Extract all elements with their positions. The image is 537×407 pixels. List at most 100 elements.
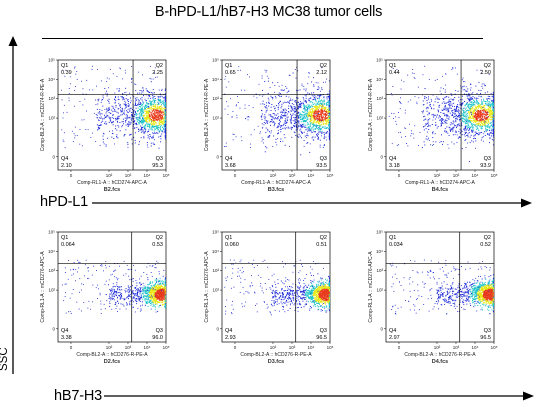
- sample-name: B3.fcs: [268, 187, 285, 193]
- quadrant-q2-name: Q2: [156, 235, 163, 241]
- x-tick-label: 10²: [434, 345, 441, 350]
- quadrant-q1-name: Q1: [61, 63, 68, 69]
- y-tick-label: 10⁵: [376, 58, 383, 63]
- quadrant-q3-value: 96.5: [316, 335, 327, 341]
- x-tick-label: 10⁴: [144, 173, 151, 178]
- y-tick-label: 10²: [212, 288, 219, 293]
- x-tick-label: 10³: [289, 345, 296, 350]
- quadrant-q3-value: 96.5: [480, 335, 491, 341]
- y-axis-label: Comp-RL1-A :: mCD276-APC-A: [40, 251, 46, 323]
- x-tick-label: 10³: [289, 173, 296, 178]
- plot-frame: [57, 231, 167, 343]
- x-tick-label: 10³: [125, 345, 132, 350]
- x-tick-label: 10³: [453, 345, 460, 350]
- hpdl1-axis-arrow: [92, 198, 532, 208]
- y-tick-label: 10³: [212, 268, 219, 273]
- y-tick-label: 10³: [48, 96, 55, 101]
- y-tick-label: 10⁵: [376, 230, 383, 235]
- y-tick-label: 0: [216, 326, 219, 331]
- quadrant-q2-value: 2.12: [316, 70, 327, 76]
- x-tick-label: 10²: [434, 173, 441, 178]
- quadrant-q3-value: 96.0: [152, 335, 163, 341]
- y-tick-label: 10⁴: [48, 77, 55, 82]
- x-tick-label: 10⁴: [308, 173, 315, 178]
- quadrant-q1-value: 0.44: [389, 70, 400, 76]
- quadrant-q1-name: Q1: [225, 235, 232, 241]
- quadrant-q4-value: 2.97: [389, 335, 400, 341]
- ssc-label: SSC: [0, 347, 10, 371]
- x-tick-label: 10⁴: [144, 345, 151, 350]
- x-axis-label: Comp-RL1-A :: hCD274-APC-A: [77, 180, 147, 186]
- event-dots: [224, 259, 330, 316]
- x-tick-label: 10⁵: [491, 345, 498, 350]
- y-tick-label: 0: [52, 326, 55, 331]
- x-tick-label: 10⁵: [163, 345, 170, 350]
- quadrant-q1-value: 0.060: [225, 242, 239, 248]
- row-label-hb7h3: hB7-H3: [54, 388, 102, 404]
- y-axis-label: Comp-RL1-A :: mCD276-APC-A: [368, 251, 374, 323]
- event-dots: [389, 259, 494, 315]
- sample-name: D2.fcs: [104, 359, 121, 365]
- x-tick-label: 10²: [106, 173, 113, 178]
- sample-name: D3.fcs: [268, 359, 285, 365]
- y-tick-label: 0: [52, 154, 55, 159]
- quadrant-q4-name: Q4: [225, 328, 232, 334]
- x-tick-label: 10⁵: [327, 345, 334, 350]
- quadrant-q2-value: 2.50: [480, 70, 491, 76]
- quadrant-q4-name: Q4: [225, 156, 232, 162]
- quadrant-q2-value: 0.53: [152, 242, 163, 248]
- quadrant-q3-value: 95.3: [152, 163, 163, 169]
- x-axis-label: Comp-BL2-A :: hCD276-R-PE-A: [76, 352, 148, 358]
- sample-name: D4.fcs: [432, 359, 449, 365]
- quadrant-q2-name: Q2: [320, 63, 327, 69]
- x-tick-label: 10²: [270, 345, 277, 350]
- y-tick-label: 10³: [376, 96, 383, 101]
- quadrant-q2-value: 2.25: [152, 70, 163, 76]
- quadrant-q3-name: Q3: [484, 328, 491, 334]
- quadrant-q1-value: 0.65: [225, 70, 236, 76]
- event-dots: [388, 65, 494, 163]
- x-tick-label: 0: [70, 173, 73, 178]
- x-tick-label: 10⁴: [472, 345, 479, 350]
- quadrant-q1-value: 0.064: [61, 242, 75, 248]
- sample-name: B2.fcs: [104, 187, 121, 193]
- quadrant-q1-name: Q1: [225, 63, 232, 69]
- quadrant-q1-name: Q1: [389, 63, 396, 69]
- quadrant-q1-value: 0.034: [389, 242, 403, 248]
- y-tick-label: 10⁴: [376, 249, 383, 254]
- sample-name: B4.fcs: [432, 187, 449, 193]
- event-dots: [61, 65, 166, 149]
- event-dots: [224, 65, 330, 156]
- x-tick-label: 10⁴: [472, 173, 479, 178]
- x-tick-label: 10⁵: [163, 173, 170, 178]
- y-tick-label: 10³: [212, 96, 219, 101]
- y-axis-label: Comp-RL1-A :: mCD276-APC-A: [204, 251, 210, 323]
- y-tick-label: 10²: [48, 288, 55, 293]
- event-dots: [61, 259, 166, 314]
- quadrant-q3-value: 93.9: [480, 163, 491, 169]
- quadrant-q4-value: 3.18: [389, 163, 400, 169]
- quadrant-q3-name: Q3: [156, 156, 163, 162]
- quadrant-q2-name: Q2: [484, 63, 491, 69]
- x-tick-label: 10³: [125, 173, 132, 178]
- quadrant-q1-value: 0.39: [61, 70, 72, 76]
- quadrant-q2-value: 0.52: [480, 242, 491, 248]
- y-tick-label: 10⁴: [212, 77, 219, 82]
- x-tick-label: 0: [70, 345, 73, 350]
- y-tick-label: 10⁴: [48, 249, 55, 254]
- row-label-hpdl1: hPD-L1: [40, 194, 88, 210]
- quadrant-q3-name: Q3: [484, 156, 491, 162]
- x-axis-label: Comp-BL2-A :: hCD276-R-PE-A: [240, 352, 312, 358]
- y-tick-label: 10⁵: [212, 230, 219, 235]
- plot-frame: [57, 59, 167, 171]
- y-tick-label: 10⁴: [212, 249, 219, 254]
- quadrant-q4-name: Q4: [61, 328, 68, 334]
- x-tick-label: 10⁵: [327, 173, 334, 178]
- plot-frame: [385, 231, 495, 343]
